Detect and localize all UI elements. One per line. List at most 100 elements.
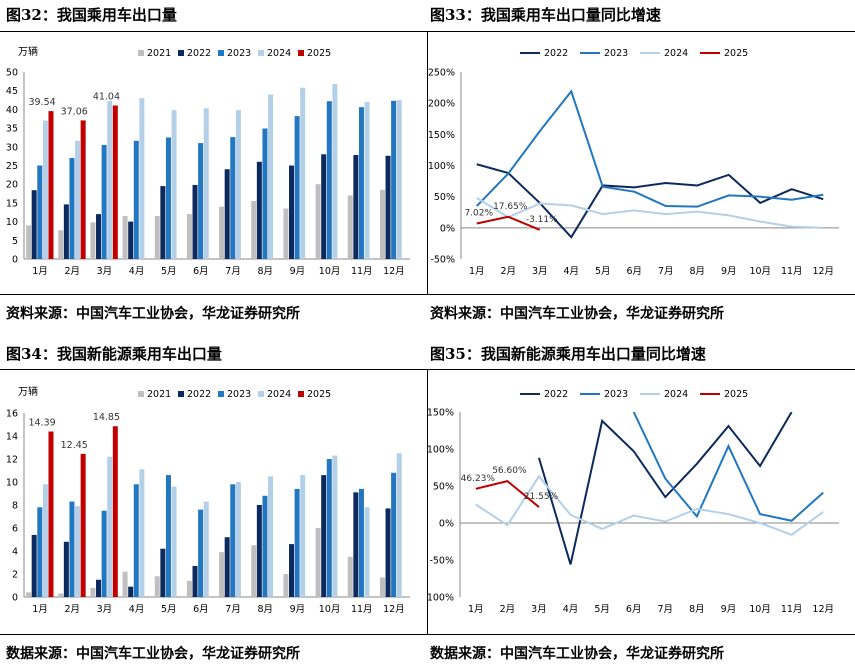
- bar-2023-9月: [294, 488, 300, 597]
- data-label: 7.02%: [464, 208, 493, 218]
- y-tick-label: 10: [6, 217, 18, 228]
- legend-label-2022: 2022: [187, 48, 211, 59]
- x-tick-label: 5月: [161, 266, 177, 277]
- legend-label-2024: 2024: [664, 48, 688, 59]
- bar-2023-8月: [262, 128, 268, 259]
- bar-2022-3月: [96, 579, 102, 597]
- bar-2025-1月: [48, 111, 54, 260]
- bar-2025-1月: [48, 431, 54, 597]
- bar-2021-1月: [26, 592, 32, 597]
- legend-swatch-2025: [298, 391, 304, 397]
- y-tick-label: 50%: [434, 192, 455, 203]
- legend-label-2023: 2023: [604, 48, 628, 59]
- bar-2022-5月: [160, 548, 166, 597]
- x-tick-label: 11月: [351, 604, 373, 615]
- data-label: 14.85: [93, 412, 120, 423]
- figure-33-source: 资料来源：中国汽车工业协会，华龙证券研究所: [430, 306, 724, 322]
- y-tick-label: 0%: [440, 223, 455, 234]
- legend-label-2024: 2024: [664, 389, 688, 400]
- figure-34-source: 数据来源：中国汽车工业协会，华龙证券研究所: [6, 646, 300, 662]
- legend-label-2025: 2025: [724, 389, 748, 400]
- x-tick-label: 5月: [161, 604, 177, 615]
- bar-2022-11月: [353, 155, 359, 259]
- bar-2021-10月: [315, 528, 321, 597]
- bar-2023-11月: [358, 488, 364, 597]
- bar-2021-2月: [58, 593, 64, 597]
- bar-2021-3月: [90, 222, 96, 259]
- passenger-car-exports-yoy-line-chart: -50% 0% 50% 100% 150% 200% 250% 1月 2月 3月 4月 5月 6月 7月 8…: [428, 48, 839, 277]
- y-tick-label: -100%: [428, 593, 454, 604]
- figure-32-title: 图32：我国乘用车出口量: [6, 6, 177, 24]
- bar-2022-12月: [385, 155, 391, 259]
- x-tick-label: 7月: [658, 604, 674, 615]
- y-tick-label: 30: [6, 142, 18, 153]
- bar-2023-6月: [198, 509, 204, 597]
- bar-2024-3月: [107, 456, 113, 597]
- x-tick-label: 7月: [658, 266, 674, 277]
- y-tick-label: 6: [12, 524, 18, 535]
- legend-label-2025: 2025: [307, 389, 331, 400]
- bar-2021-3月: [90, 587, 96, 597]
- legend-label-2021: 2021: [147, 389, 171, 400]
- line-series-2023: [476, 89, 824, 208]
- bar-2024-12月: [396, 453, 402, 597]
- nev-exports-yoy-line-chart: -100% -50% 0% 50% 100% 150% 1月 2月 3月 4月 5月 6月 7月 8月 9月…: [428, 389, 839, 615]
- x-tick-label: 9月: [721, 266, 737, 277]
- bar-2021-12月: [379, 189, 385, 259]
- y-tick-label: -50%: [430, 255, 455, 266]
- legend-label-2024: 2024: [267, 389, 291, 400]
- bar-2024-3月: [107, 100, 113, 259]
- legend-label-2021: 2021: [147, 48, 171, 59]
- y-tick-label: -50%: [429, 556, 454, 567]
- bar-2024-7月: [235, 110, 241, 260]
- bar-2024-9月: [300, 87, 306, 260]
- bar-2024-2月: [75, 506, 81, 597]
- line-series-2025: [476, 215, 541, 231]
- bar-2021-4月: [122, 571, 128, 597]
- legend-swatch-2023: [218, 50, 224, 56]
- figure-33-title: 图33：我国乘用车出口量同比增速: [430, 6, 661, 24]
- x-tick-label: 7月: [225, 604, 241, 615]
- bar-2023-12月: [391, 472, 397, 597]
- bar-2024-2月: [75, 140, 81, 259]
- bar-2023-6月: [198, 143, 204, 259]
- bar-2024-11月: [364, 507, 370, 597]
- x-tick-label: 3月: [97, 604, 113, 615]
- bottom-rule-2: [0, 634, 855, 635]
- bar-2021-4月: [122, 215, 128, 259]
- bar-2021-10月: [315, 184, 321, 259]
- bar-2025-2月: [80, 453, 86, 597]
- bar-2023-3月: [101, 510, 107, 597]
- x-tick-label: 1月: [32, 604, 48, 615]
- x-tick-label: 3月: [531, 604, 547, 615]
- bar-2022-7月: [224, 169, 230, 259]
- y-tick-label: 5: [12, 236, 18, 247]
- x-tick-label: 4月: [563, 604, 579, 615]
- x-tick-label: 9月: [290, 604, 306, 615]
- x-tick-label: 5月: [595, 266, 611, 277]
- bar-2021-1月: [26, 225, 32, 259]
- bar-2022-12月: [385, 508, 391, 597]
- x-tick-label: 9月: [290, 266, 306, 277]
- x-tick-label: 4月: [129, 266, 145, 277]
- unit-label: 万辆: [18, 45, 38, 58]
- bar-2022-1月: [31, 534, 37, 597]
- data-label: 14.39: [28, 418, 55, 429]
- y-tick-label: 2: [12, 570, 18, 581]
- bar-2022-2月: [63, 541, 69, 597]
- bar-2021-7月: [219, 206, 225, 259]
- bar-2021-6月: [186, 580, 192, 597]
- x-tick-label: 2月: [64, 266, 80, 277]
- bar-2023-5月: [165, 137, 171, 259]
- bar-2024-11月: [364, 101, 370, 259]
- bar-2022-6月: [192, 184, 198, 259]
- bar-2021-11月: [347, 556, 353, 597]
- bar-2024-4月: [139, 469, 145, 597]
- x-tick-label: 6月: [193, 266, 209, 277]
- y-tick-label: 4: [12, 547, 18, 558]
- legend-label-2025: 2025: [307, 48, 331, 59]
- bar-2023-11月: [358, 107, 364, 259]
- legend-swatch-2024: [258, 391, 264, 397]
- x-tick-label: 10月: [749, 266, 771, 277]
